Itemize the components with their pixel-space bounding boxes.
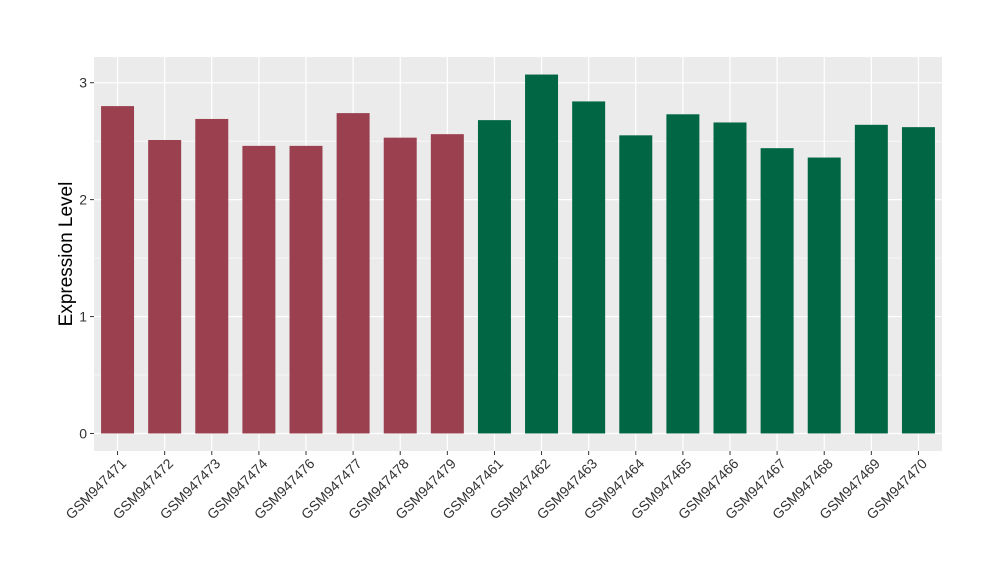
- bar-GSM947466: [713, 122, 747, 434]
- bar-GSM947473: [195, 118, 229, 434]
- bar-GSM947478: [383, 137, 417, 434]
- bar-GSM947462: [525, 74, 559, 434]
- y-tick-label: 2: [79, 192, 87, 208]
- bar-GSM947476: [289, 145, 323, 434]
- plot-panel: [94, 57, 942, 451]
- bar-GSM947474: [242, 145, 276, 434]
- bar-GSM947477: [336, 113, 370, 434]
- bar-GSM947465: [666, 114, 700, 434]
- bar-GSM947461: [477, 120, 511, 434]
- bar-GSM947471: [101, 106, 135, 434]
- bar-GSM947464: [619, 135, 653, 434]
- x-axis: GSM947471GSM947472GSM947473GSM947474GSM9…: [62, 451, 930, 522]
- bar-GSM947469: [854, 124, 888, 434]
- bar-GSM947463: [572, 101, 606, 434]
- y-tick-label: 0: [79, 425, 87, 441]
- bars: [101, 74, 935, 434]
- bar-GSM947470: [901, 127, 935, 434]
- bar-GSM947467: [760, 148, 794, 434]
- y-axis-label: Expression Level: [56, 182, 77, 327]
- y-tick-label: 1: [79, 309, 87, 325]
- y-axis: 0 1 2 3: [79, 75, 94, 441]
- bar-GSM947468: [807, 157, 841, 434]
- bar-GSM947479: [430, 134, 464, 434]
- bar-GSM947472: [148, 140, 182, 434]
- y-tick-label: 3: [79, 75, 87, 91]
